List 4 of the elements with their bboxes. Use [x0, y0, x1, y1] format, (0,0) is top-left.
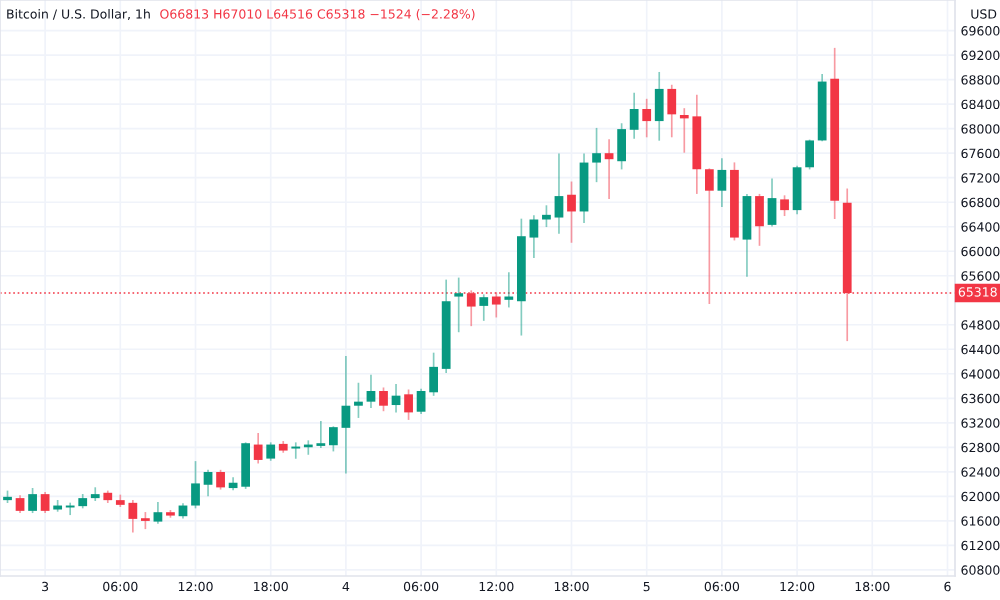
- candlestick: [805, 139, 815, 170]
- candlestick: [241, 442, 251, 489]
- candlestick: [90, 487, 100, 501]
- candlestick: [291, 442, 301, 459]
